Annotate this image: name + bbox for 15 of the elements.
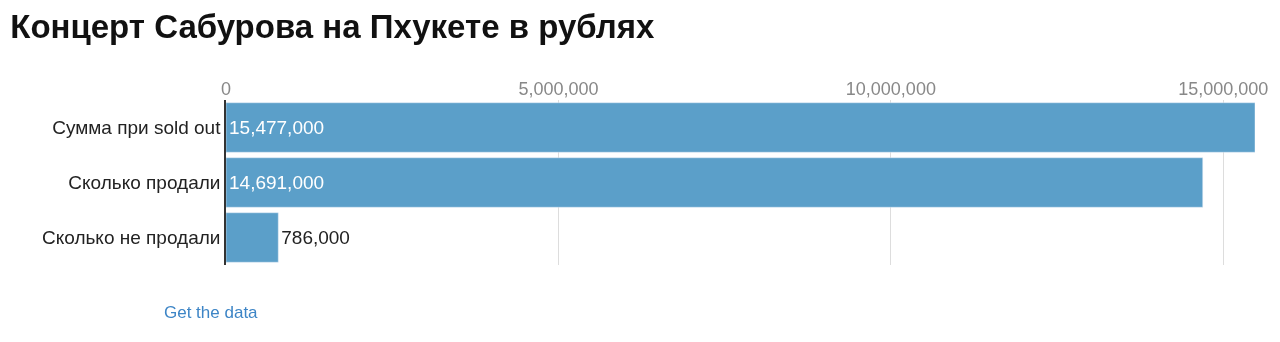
y-tick-label: Сумма при sold out [52, 117, 222, 139]
chart-title: Концерт Сабурова на Пхукете в рублях [10, 8, 656, 46]
bar [226, 157, 1203, 208]
x-tick-label: 15,000,000 [1178, 79, 1269, 100]
data-label: 14,691,000 [229, 172, 325, 193]
bar [226, 102, 1255, 153]
data-label: 15,477,000 [229, 117, 325, 138]
x-tick-label: 5,000,000 [518, 79, 599, 100]
data-label: 786,000 [281, 227, 350, 248]
y-tick-label: Сколько не продали [42, 227, 221, 249]
x-tick-label: 10,000,000 [845, 79, 936, 100]
text: Get the data [164, 303, 259, 322]
x-tick-label: 0 [220, 79, 232, 100]
y-tick-label: Сколько продали [68, 172, 221, 194]
bar [226, 212, 279, 263]
